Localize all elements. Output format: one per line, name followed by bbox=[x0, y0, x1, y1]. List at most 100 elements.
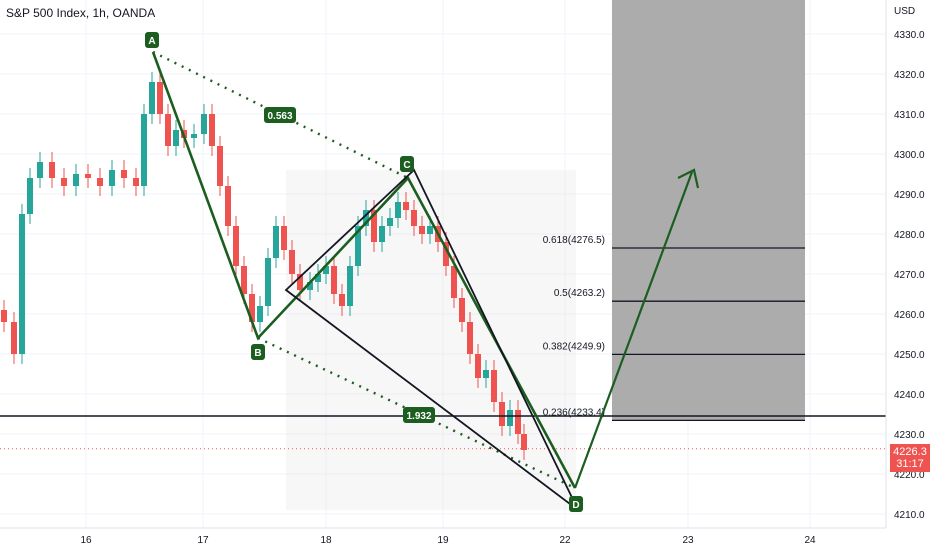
candle-body bbox=[49, 162, 55, 178]
time-axis: 16 17 18 19 22 23 24 bbox=[0, 527, 932, 550]
candle-body bbox=[499, 402, 505, 426]
candle-body bbox=[149, 82, 155, 114]
y-tick-label: 4260.0 bbox=[894, 310, 925, 321]
candle-body bbox=[491, 370, 497, 402]
candle-body bbox=[521, 434, 527, 450]
y-tick-label: 4230.0 bbox=[894, 430, 925, 441]
last-price-value: 4226.3 bbox=[893, 446, 927, 458]
candle-body bbox=[257, 306, 263, 322]
pattern-point-badge bbox=[251, 344, 265, 360]
candle-body bbox=[307, 282, 313, 290]
candle-body bbox=[85, 174, 91, 178]
candle-body bbox=[141, 114, 147, 186]
ratio-label: 0.563 bbox=[267, 111, 292, 122]
pattern-point-label: C bbox=[403, 160, 410, 171]
candle-body bbox=[339, 294, 345, 306]
candle-body bbox=[475, 354, 481, 378]
candle-body bbox=[323, 266, 329, 274]
candle-body bbox=[515, 410, 521, 434]
candle-body bbox=[37, 162, 43, 178]
harmonic-pattern-drawings: 0.618(4276.5) 0.5(4263.2) 0.382(4249.9) 0.2… bbox=[0, 32, 886, 512]
projection-arrow bbox=[573, 171, 694, 489]
pattern-point-badge bbox=[145, 32, 159, 48]
candle-body bbox=[97, 178, 103, 186]
chart-title: S&P 500 Index, 1h, OANDA bbox=[6, 6, 156, 20]
candle-body bbox=[265, 258, 271, 306]
y-tick-label: 4320.0 bbox=[894, 70, 925, 81]
ratio-badge bbox=[264, 107, 296, 123]
projection-arrow-head bbox=[677, 168, 700, 189]
fib-level-label: 0.236(4233.4) bbox=[543, 407, 605, 418]
candle-body bbox=[157, 82, 163, 114]
candle-body bbox=[289, 250, 295, 274]
chart-grid bbox=[0, 0, 886, 528]
candle-body bbox=[233, 226, 239, 266]
projection-zone bbox=[612, 0, 805, 420]
candle-body bbox=[411, 210, 417, 226]
candle-body bbox=[225, 186, 231, 226]
y-tick-label: 4310.0 bbox=[894, 110, 925, 121]
candle-body bbox=[27, 178, 33, 214]
candle-body bbox=[419, 226, 425, 234]
x-tick-label: 19 bbox=[437, 535, 449, 546]
x-tick-label: 23 bbox=[682, 535, 694, 546]
candle-body bbox=[347, 266, 353, 306]
last-price-badge: 4226.3 31:17 bbox=[890, 444, 930, 472]
candle-body bbox=[387, 218, 393, 226]
pattern-point-badge bbox=[569, 496, 583, 512]
y-tick-label: 4240.0 bbox=[894, 390, 925, 401]
candle-body bbox=[467, 322, 473, 354]
pattern-point-label: A bbox=[148, 36, 155, 47]
candle-body bbox=[191, 134, 197, 138]
candle-body bbox=[249, 294, 255, 322]
candle-body bbox=[379, 226, 385, 242]
candle-body bbox=[109, 170, 115, 186]
candle-body bbox=[483, 370, 489, 378]
pattern-leg-line bbox=[151, 51, 577, 489]
wedge-outline bbox=[284, 168, 579, 511]
candle-body bbox=[371, 210, 377, 242]
time-axis-bg bbox=[0, 528, 932, 550]
y-tick-label: 4250.0 bbox=[894, 350, 925, 361]
candle-body bbox=[133, 178, 139, 186]
candle-body bbox=[201, 114, 207, 134]
currency-label: USD bbox=[894, 6, 915, 17]
candle-body bbox=[315, 274, 321, 282]
candle-body bbox=[427, 226, 433, 234]
ratio-label: 1.932 bbox=[406, 411, 431, 422]
ratio-badge bbox=[403, 407, 435, 423]
candle-body bbox=[363, 210, 369, 226]
candle-body bbox=[241, 266, 247, 294]
candle-body bbox=[459, 298, 465, 322]
candle-body bbox=[1, 310, 7, 322]
x-tick-label: 22 bbox=[559, 535, 571, 546]
candle-body bbox=[73, 174, 79, 186]
y-tick-label: 4300.0 bbox=[894, 150, 925, 161]
candle-body bbox=[355, 226, 361, 266]
candle-body bbox=[281, 226, 287, 250]
candle-body bbox=[403, 202, 409, 210]
bar-countdown: 31:17 bbox=[896, 458, 924, 470]
candle-body bbox=[173, 130, 179, 146]
candle-body bbox=[443, 242, 449, 266]
fib-level-label: 0.618(4276.5) bbox=[543, 235, 605, 246]
y-tick-label: 4270.0 bbox=[894, 270, 925, 281]
y-tick-label: 4220.0 bbox=[894, 470, 925, 481]
candle-body bbox=[209, 114, 215, 146]
y-tick-label: 4330.0 bbox=[894, 30, 925, 41]
candle-body bbox=[11, 322, 17, 354]
candlestick-series bbox=[1, 72, 527, 460]
y-tick-label: 4290.0 bbox=[894, 190, 925, 201]
candle-body bbox=[217, 146, 223, 186]
pattern-point-badge bbox=[400, 156, 414, 172]
candle-body bbox=[273, 226, 279, 258]
pattern-point-label: D bbox=[572, 500, 579, 511]
y-tick-label: 4210.0 bbox=[894, 510, 925, 521]
candle-body bbox=[331, 266, 337, 294]
candle-body bbox=[395, 202, 401, 218]
candle-body bbox=[507, 410, 513, 426]
fib-level-label: 0.382(4249.9) bbox=[543, 341, 605, 352]
pattern-point-label: B bbox=[254, 348, 261, 359]
fib-level-label: 0.5(4263.2) bbox=[554, 288, 605, 299]
